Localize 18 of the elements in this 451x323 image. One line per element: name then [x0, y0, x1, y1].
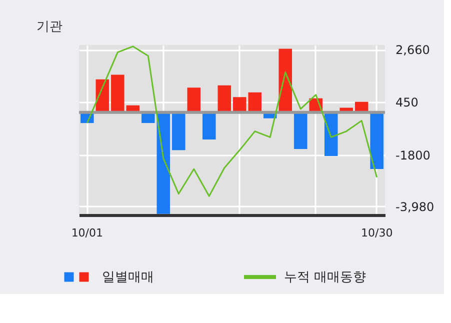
bar — [187, 88, 201, 112]
x-tick-label: 10/30 — [360, 226, 393, 240]
bar — [111, 74, 124, 112]
bar — [370, 112, 384, 170]
y-tick-label: 450 — [396, 95, 418, 110]
bar — [218, 85, 232, 112]
y-tick-label: -3,980 — [396, 200, 434, 214]
y-tick-label: 2,660 — [396, 43, 430, 58]
chart-title: 기관 — [36, 20, 62, 35]
bar — [202, 112, 216, 140]
line-series — [86, 46, 378, 197]
bar — [156, 112, 170, 214]
legend-label: 일별매매 — [102, 270, 154, 285]
y-tick-label: -1800 — [396, 148, 430, 162]
x-tick-label: 10/01 — [71, 226, 104, 240]
bar — [172, 112, 186, 150]
legend-label: 누적 매매동향 — [284, 270, 366, 285]
bar — [294, 112, 308, 149]
